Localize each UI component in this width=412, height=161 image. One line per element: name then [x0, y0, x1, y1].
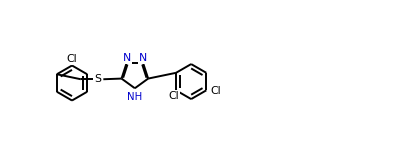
Text: N: N [122, 53, 131, 63]
Text: Cl: Cl [210, 86, 221, 96]
Text: Cl: Cl [169, 91, 179, 101]
Text: Cl: Cl [67, 55, 77, 65]
Text: S: S [94, 74, 101, 84]
Text: N: N [139, 53, 147, 63]
Text: NH: NH [127, 92, 143, 102]
